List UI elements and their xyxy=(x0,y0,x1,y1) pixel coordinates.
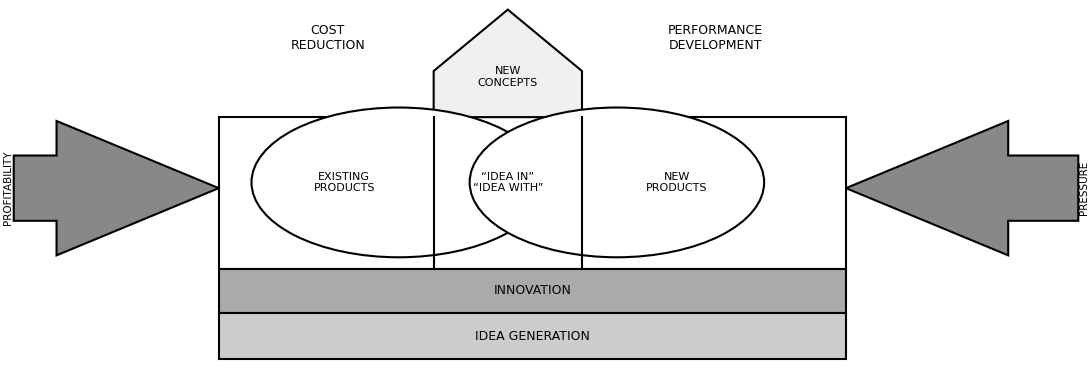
Text: PERFORMANCE
DEVELOPMENT: PERFORMANCE DEVELOPMENT xyxy=(667,25,762,52)
Ellipse shape xyxy=(470,108,764,257)
Text: MARKET
PRESSURE: MARKET PRESSURE xyxy=(1068,161,1089,215)
Bar xyxy=(218,269,846,313)
Polygon shape xyxy=(846,121,1078,255)
Text: “IDEA IN”
“IDEA WITH”: “IDEA IN” “IDEA WITH” xyxy=(473,172,543,193)
Text: INNOVATION: INNOVATION xyxy=(494,284,572,297)
Text: EXISTING
PRODUCTS: EXISTING PRODUCTS xyxy=(313,172,375,193)
Text: NEW
CONCEPTS: NEW CONCEPTS xyxy=(477,66,538,88)
Polygon shape xyxy=(14,121,218,255)
Text: COST: COST xyxy=(97,182,131,195)
Bar xyxy=(218,117,846,269)
Text: PROFITABILITY
PRESSURE: PROFITABILITY PRESSURE xyxy=(3,151,24,225)
Text: COST
REDUCTION: COST REDUCTION xyxy=(290,25,365,52)
Polygon shape xyxy=(434,10,582,117)
Text: NEW
PRODUCTS: NEW PRODUCTS xyxy=(646,172,708,193)
Ellipse shape xyxy=(251,108,546,257)
Bar xyxy=(218,313,846,359)
Text: IDEA GENERATION: IDEA GENERATION xyxy=(475,329,591,343)
Text: LIFE CYCLE
REQUIREMENTS: LIFE CYCLE REQUIREMENTS xyxy=(918,177,1007,199)
